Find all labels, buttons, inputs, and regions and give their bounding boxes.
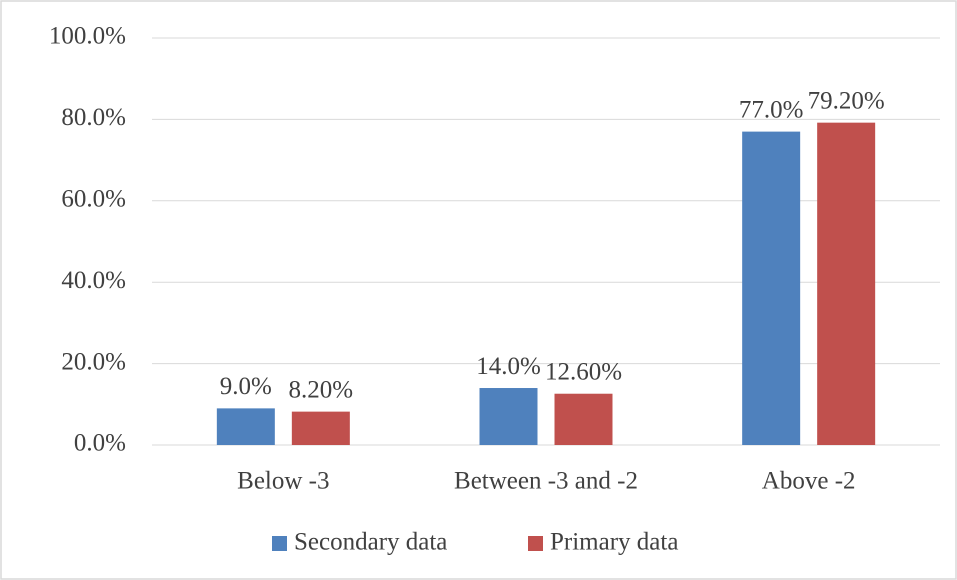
bar [216, 408, 275, 445]
bar [742, 131, 801, 446]
x-tick-label: Above -2 [762, 468, 856, 495]
legend-label: Secondary data [294, 529, 447, 556]
data-label: 12.60% [545, 358, 622, 385]
y-tick-label: 60.0% [61, 186, 126, 213]
data-label: 14.0% [476, 353, 541, 380]
y-tick-label: 0.0% [74, 430, 126, 457]
y-tick-label: 20.0% [61, 348, 126, 375]
legend-swatch [528, 536, 543, 551]
y-tick-label: 40.0% [61, 267, 126, 294]
bar [291, 411, 350, 445]
data-label: 77.0% [739, 96, 804, 123]
legend-swatch [272, 536, 287, 551]
legend-label: Primary data [550, 529, 678, 556]
x-tick-label: Below -3 [237, 468, 329, 495]
data-label: 8.20% [289, 376, 354, 403]
y-tick-label: 80.0% [61, 104, 126, 131]
bar [554, 393, 613, 445]
data-label: 9.0% [220, 373, 272, 400]
data-label: 79.20% [808, 87, 885, 114]
x-tick-label: Between -3 and -2 [454, 468, 638, 495]
y-tick-label: 100.0% [49, 23, 126, 50]
bar [817, 122, 876, 445]
bar [479, 388, 538, 445]
